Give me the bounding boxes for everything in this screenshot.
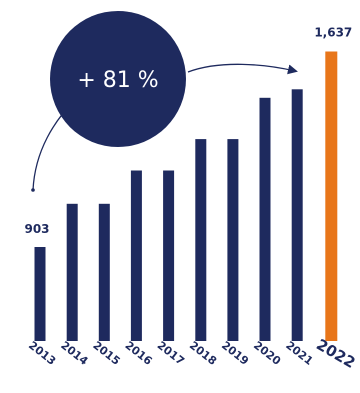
tick-label-2013: 2013 <box>26 339 58 368</box>
value-labels: 903 1,637 <box>24 26 352 237</box>
last-value-label: 1,637 <box>314 26 352 40</box>
first-value-label: 903 <box>24 222 49 236</box>
bar-2020 <box>259 97 271 341</box>
tick-label-2018: 2018 <box>187 339 219 368</box>
bar-2015 <box>98 203 110 341</box>
connector-start-dot <box>31 188 35 192</box>
tick-label-2020: 2020 <box>251 339 283 368</box>
growth-badge-text: + 81 % <box>77 68 158 93</box>
bar-2021 <box>291 89 303 341</box>
bar-2022 <box>325 51 338 341</box>
tick-label-2016: 2016 <box>122 339 154 368</box>
bar-2014 <box>66 203 78 341</box>
tick-label-2017: 2017 <box>155 339 187 368</box>
tick-label-2019: 2019 <box>219 339 251 368</box>
bars <box>34 51 338 341</box>
growth-badge-circle <box>50 11 186 147</box>
growth-badge: + 81 % <box>50 11 186 147</box>
bar-2018 <box>195 139 207 341</box>
tick-label-2014: 2014 <box>58 339 90 368</box>
bar-2013 <box>34 247 46 341</box>
connector-arrow-right <box>187 63 298 75</box>
tick-label-2015: 2015 <box>90 339 122 368</box>
bar-2017 <box>163 170 175 341</box>
bar-2016 <box>130 170 142 341</box>
bar-2019 <box>227 139 239 341</box>
tick-label-2021: 2021 <box>283 339 315 368</box>
